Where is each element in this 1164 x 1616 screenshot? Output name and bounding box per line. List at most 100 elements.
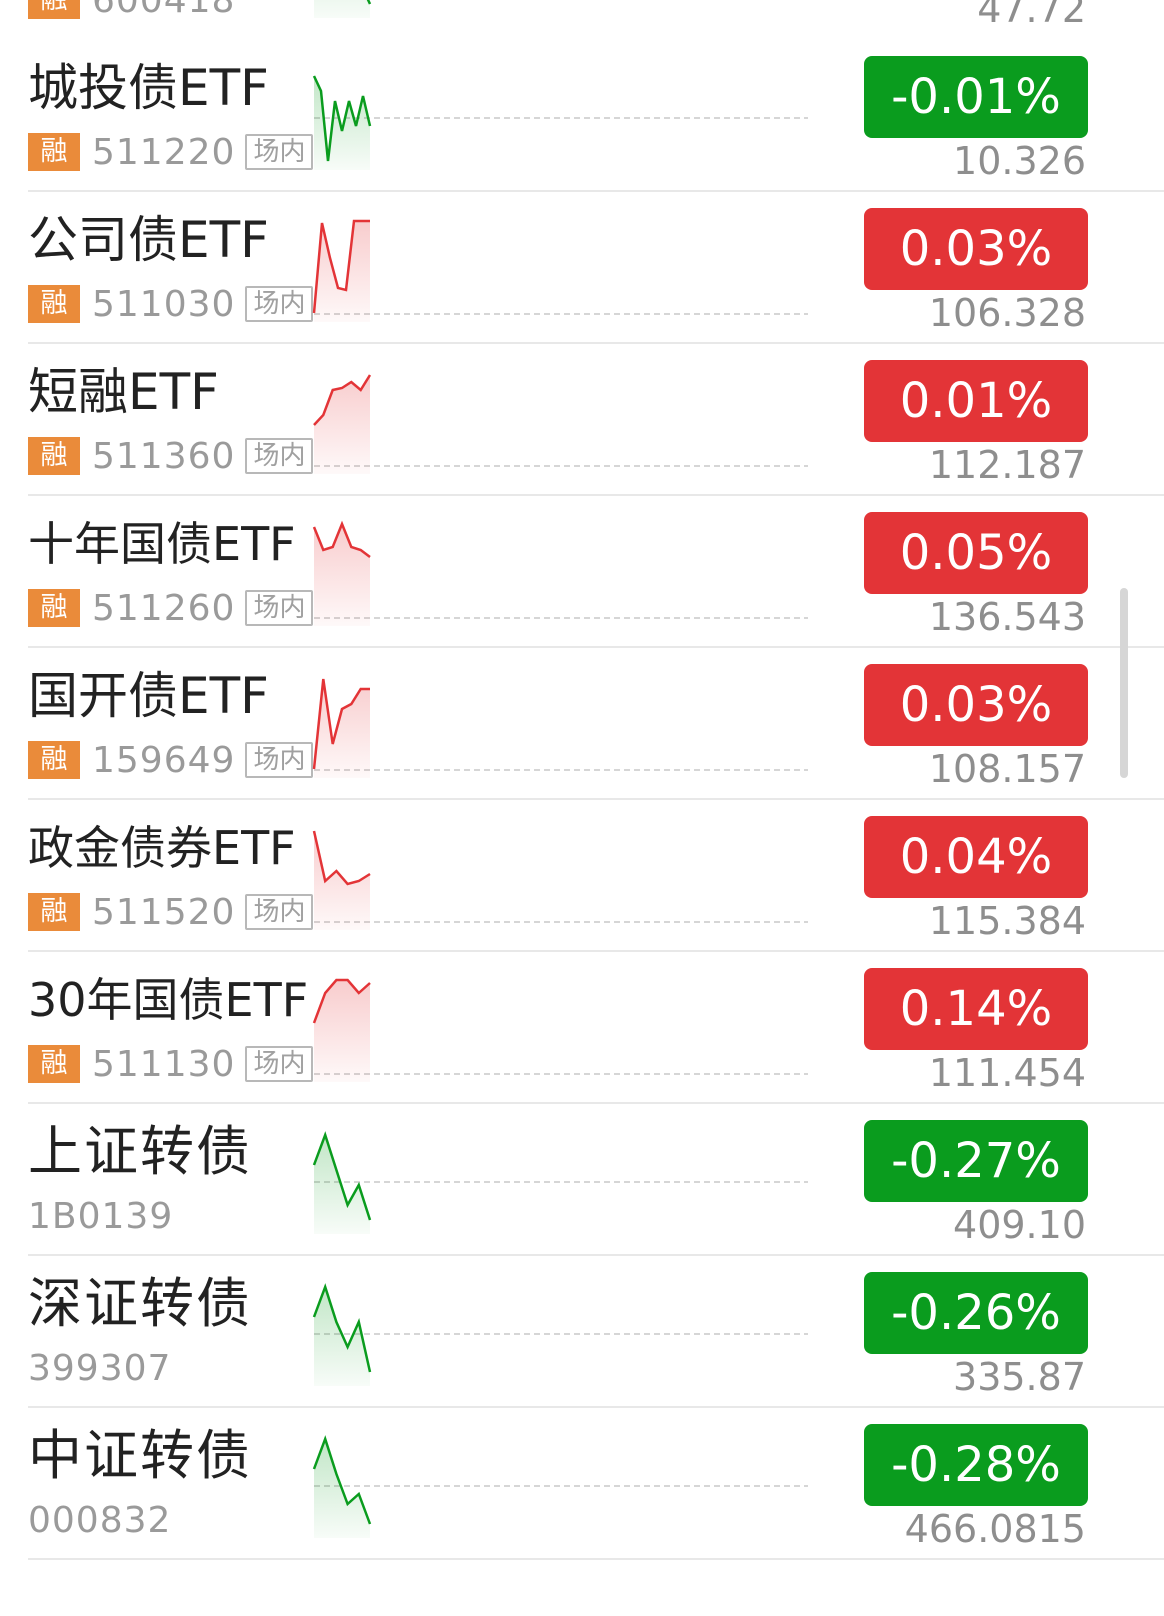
security-meta: 融 511520 场内	[28, 891, 314, 933]
change-percent-badge[interactable]: 0.03%	[864, 208, 1088, 290]
security-name: 中证转债	[28, 1426, 252, 1486]
intraday-sparkline	[312, 1131, 808, 1234]
sparkline-line	[312, 219, 370, 314]
sparkline-line	[312, 75, 372, 162]
intraday-sparkline	[312, 1283, 808, 1386]
sparkline-area	[314, 1439, 370, 1538]
margin-badge: 融	[28, 0, 80, 19]
sparkline-line	[312, 520, 371, 558]
sparkline-area	[314, 375, 370, 474]
margin-badge: 融	[28, 1045, 80, 1083]
sparkline-line	[312, 1283, 372, 1373]
security-meta: 融 600418	[28, 0, 245, 21]
security-code: 000832	[28, 1499, 172, 1541]
security-meta: 融 159649 场内	[28, 739, 314, 781]
exchange-tag: 场内	[245, 134, 314, 170]
security-code: 511220	[92, 131, 236, 173]
last-price: 106.328	[928, 291, 1086, 335]
security-code: 1B0139	[28, 1195, 174, 1237]
watchlist: 融60041847.72城投债ETF融511220场内-0.01%10.326公…	[0, 0, 1164, 1560]
intraday-sparkline	[312, 1435, 808, 1538]
sparkline-area	[314, 76, 370, 170]
sparkline-area	[314, 1135, 370, 1234]
list-item[interactable]: 十年国债ETF 融 511260 场内 0.05% 136.543	[0, 496, 1164, 648]
sparkline-area	[314, 679, 370, 778]
exchange-tag: 场内	[245, 590, 314, 626]
scrollbar[interactable]	[1120, 588, 1128, 778]
security-code: 511130	[92, 1043, 236, 1085]
change-percent-badge[interactable]: 0.03%	[864, 664, 1088, 746]
intraday-sparkline	[314, 0, 372, 18]
sparkline-area	[314, 980, 370, 1082]
list-item[interactable]: 城投债ETF 融 511220 场内 -0.01% 10.326	[0, 40, 1164, 192]
intraday-sparkline	[313, 374, 808, 474]
security-code: 600418	[92, 0, 236, 21]
list-item[interactable]: 公司债ETF 融 511030 场内 0.03% 106.328	[0, 192, 1164, 344]
last-price: 111.454	[928, 1051, 1086, 1095]
security-name: 城投债ETF	[28, 59, 269, 117]
intraday-sparkline	[312, 520, 808, 626]
list-item[interactable]: 中证转债 000832 -0.28% 466.0815	[0, 1408, 1164, 1560]
security-meta: 融 511260 场内	[28, 587, 314, 629]
security-code: 511030	[92, 283, 236, 325]
security-code: 399307	[28, 1347, 172, 1389]
list-item[interactable]: 深证转债 399307 -0.26% 335.87	[0, 1256, 1164, 1408]
security-meta: 1B0139	[28, 1195, 183, 1237]
list-item[interactable]: 上证转债 1B0139 -0.27% 409.10	[0, 1104, 1164, 1256]
list-item[interactable]: 短融ETF 融 511360 场内 0.01% 112.187	[0, 344, 1164, 496]
list-item[interactable]: 30年国债ETF 融 511130 场内 0.14% 111.454	[0, 952, 1164, 1104]
exchange-tag: 场内	[245, 742, 314, 778]
list-item[interactable]: 融 600418 47.72	[0, 0, 1164, 40]
change-percent-badge[interactable]: 0.14%	[864, 968, 1088, 1050]
last-price: 108.157	[928, 747, 1086, 791]
margin-badge: 融	[28, 133, 80, 171]
security-meta: 融 511220 场内	[28, 131, 314, 173]
last-price: 335.87	[953, 1355, 1086, 1399]
intraday-sparkline	[312, 75, 808, 170]
margin-badge: 融	[28, 285, 80, 323]
security-meta: 融 511130 场内	[28, 1043, 314, 1085]
margin-badge: 融	[28, 893, 80, 931]
margin-badge: 融	[28, 589, 80, 627]
change-percent-badge[interactable]: -0.27%	[864, 1120, 1088, 1202]
exchange-tag: 场内	[245, 1046, 314, 1082]
intraday-sparkline	[312, 978, 808, 1082]
last-price: 10.326	[953, 139, 1086, 183]
last-price: 115.384	[928, 899, 1086, 943]
security-meta: 000832	[28, 1499, 181, 1541]
change-percent-badge[interactable]: -0.26%	[864, 1272, 1088, 1354]
sparkline-area	[314, 831, 370, 930]
change-percent-badge[interactable]: 0.05%	[864, 512, 1088, 594]
security-code: 511520	[92, 891, 236, 933]
security-name: 公司债ETF	[28, 211, 269, 269]
list-item[interactable]: 国开债ETF 融 159649 场内 0.03% 108.157	[0, 648, 1164, 800]
sparkline-area	[314, 221, 370, 322]
security-name: 政金债券ETF	[28, 821, 296, 875]
last-price: 466.0815	[904, 1507, 1086, 1551]
security-name: 深证转债	[28, 1274, 252, 1334]
security-name: 国开债ETF	[28, 667, 269, 725]
sparkline-line	[312, 978, 371, 1024]
list-item[interactable]: 政金债券ETF 融 511520 场内 0.04% 115.384	[0, 800, 1164, 952]
last-price: 47.72	[977, 0, 1086, 31]
exchange-tag: 场内	[245, 438, 314, 474]
security-name: 短融ETF	[28, 363, 219, 421]
change-percent-badge[interactable]: -0.28%	[864, 1424, 1088, 1506]
change-percent-badge[interactable]: 0.04%	[864, 816, 1088, 898]
security-meta: 399307	[28, 1347, 181, 1389]
sparkline-area	[314, 524, 370, 626]
change-percent-badge[interactable]: -0.01%	[864, 56, 1088, 138]
security-name: 30年国债ETF	[28, 973, 309, 1027]
intraday-sparkline	[312, 830, 808, 930]
security-meta: 融 511030 场内	[28, 283, 314, 325]
security-code: 511360	[92, 435, 236, 477]
sparkline-line	[312, 830, 371, 886]
security-code: 159649	[92, 739, 236, 781]
last-price: 136.543	[928, 595, 1086, 639]
margin-badge: 融	[28, 437, 80, 475]
change-percent-badge[interactable]: 0.01%	[864, 360, 1088, 442]
intraday-sparkline	[312, 678, 808, 778]
security-code: 511260	[92, 587, 236, 629]
exchange-tag: 场内	[245, 894, 314, 930]
sparkline-area	[314, 0, 370, 18]
